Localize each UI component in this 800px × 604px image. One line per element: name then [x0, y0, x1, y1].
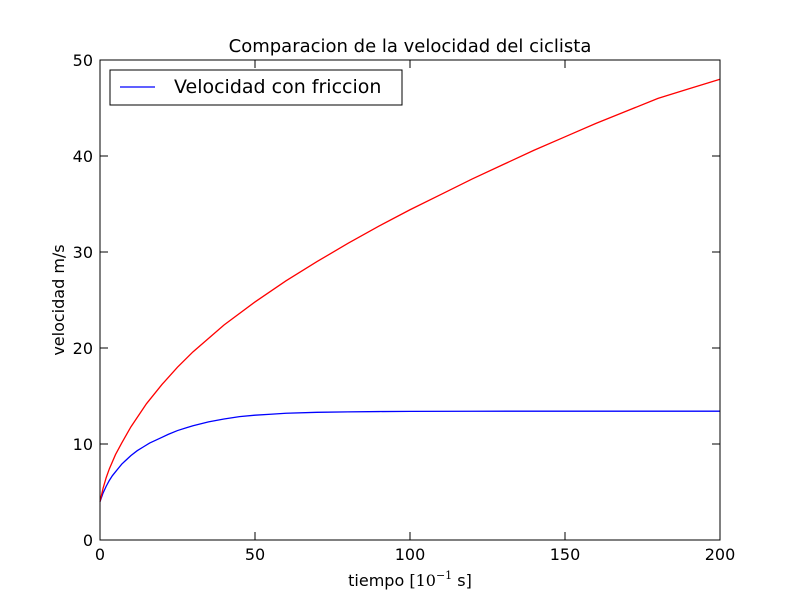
- series-layer: [99, 78, 721, 502]
- chart-title: Comparacion de la velocidad del ciclista: [229, 36, 592, 57]
- x-tick-label: 150: [550, 545, 581, 564]
- legend-label-velocidad: Velocidad con friccion: [174, 76, 381, 98]
- y-axis-label: velocidad m/s: [49, 244, 68, 355]
- legend-frame: [109, 69, 403, 106]
- legend: Velocidad con friccion: [109, 69, 403, 106]
- y-tick-label: 10: [73, 435, 93, 454]
- y-tick-label: 40: [73, 147, 93, 166]
- series-line-velocidad-con-friccion: [99, 410, 720, 502]
- x-axis-label-base: 10: [416, 571, 436, 590]
- ticks-layer: 0 50 100 150 200 0 10 20 30 40 50: [73, 51, 736, 564]
- x-axis-label-open-bracket: [: [409, 571, 415, 590]
- x-axis-label-exponent: −1: [436, 569, 452, 582]
- x-tick-label: 0: [95, 545, 105, 564]
- y-tick-label: 50: [73, 51, 93, 70]
- x-axis-label: tiempo [10−1 s]: [348, 564, 472, 590]
- x-tick-label: 100: [395, 545, 426, 564]
- x-axis-label-close-bracket: ]: [466, 571, 472, 590]
- plot-area-frame: [99, 59, 721, 541]
- x-tick-label: 200: [705, 545, 736, 564]
- series-line-sin-friccion: [99, 78, 721, 502]
- y-tick-label: 0: [83, 531, 93, 550]
- x-axis-label-suffix: s: [457, 571, 465, 590]
- x-axis-label-prefix: tiempo: [348, 571, 404, 590]
- x-tick-label: 50: [245, 545, 265, 564]
- y-tick-label: 20: [73, 339, 93, 358]
- y-tick-label: 30: [73, 243, 93, 262]
